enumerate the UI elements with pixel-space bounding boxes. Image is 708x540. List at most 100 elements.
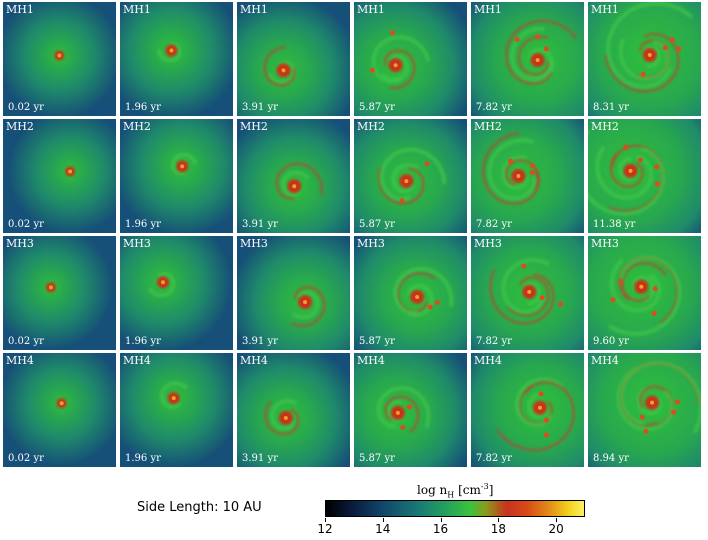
colorbar-title-sup: -3 [480, 482, 489, 491]
panel-halo-label: MH2 [123, 120, 151, 133]
panel-halo-label: MH2 [591, 120, 619, 133]
spiral-filament [170, 152, 198, 176]
core-peak [57, 53, 62, 58]
panel-time-label: 11.38 yr [593, 219, 636, 230]
panel-halo-label: MH1 [357, 3, 385, 16]
spiral-filament [384, 395, 420, 434]
density-map-image [237, 2, 350, 116]
core-peak [535, 58, 540, 63]
fragment-clump [400, 424, 406, 430]
spiral-filament [391, 163, 420, 194]
colorbar-title-unit: [cm [454, 483, 481, 497]
colorbar-tick [556, 518, 558, 522]
gas-density-background [3, 236, 116, 350]
fragment-clump [434, 300, 440, 306]
sim-panel-r3-c5: MH4 8.94 yr [588, 353, 701, 467]
panel-halo-label: MH3 [123, 237, 151, 250]
panel-time-label: 1.96 yr [125, 219, 161, 230]
gas-density-background [588, 236, 701, 350]
fragment-clump [369, 67, 375, 73]
core-peak [180, 164, 185, 169]
sim-panel-r1-c0: MH2 0.02 yr [3, 119, 116, 233]
panel-time-label: 0.02 yr [8, 219, 44, 230]
density-map-image [471, 236, 584, 350]
colorbar-tick-label: 12 [317, 522, 333, 536]
sim-panel-r0-c4: MH1 7.82 yr [471, 2, 584, 116]
spiral-filament [604, 32, 680, 93]
fragment-clump [538, 391, 544, 397]
fragment-clump [652, 286, 658, 292]
fragment-clump [508, 158, 513, 164]
sim-panel-r3-c0: MH4 0.02 yr [3, 353, 116, 467]
density-map-image [588, 353, 701, 467]
density-map-image [354, 2, 467, 116]
panel-halo-label: MH4 [240, 354, 268, 367]
panel-halo-label: MH2 [6, 120, 34, 133]
spiral-filament [159, 381, 189, 409]
fragment-clump [399, 198, 405, 204]
sim-panel-r0-c3: MH1 5.87 yr [354, 2, 467, 116]
gas-density-background [588, 119, 701, 233]
fragment-clump [640, 71, 646, 77]
panel-halo-label: MH2 [240, 120, 268, 133]
fragment-clump [427, 304, 433, 310]
density-map-image [120, 2, 233, 116]
sim-panel-r2-c2: MH3 3.91 yr [237, 236, 350, 350]
core-peak [650, 400, 655, 405]
fragment-clump [424, 161, 430, 167]
fragment-clump [654, 164, 660, 170]
fragment-clump [675, 399, 680, 405]
fragment-clump [654, 181, 660, 187]
gas-density-background [120, 353, 233, 467]
colorbar: log nH [cm-3] 12 14 16 18 20 [317, 480, 585, 536]
core-peak [404, 179, 409, 184]
colorbar-tick [498, 518, 500, 522]
density-map-image [3, 353, 116, 467]
density-map-image [3, 236, 116, 350]
density-map-image [120, 236, 233, 350]
density-map-image [237, 119, 350, 233]
spiral-filament [595, 145, 654, 200]
panel-time-label: 1.96 yr [125, 102, 161, 113]
sim-panel-r1-c2: MH2 3.91 yr [237, 119, 350, 233]
sim-panel-r0-c0: MH1 0.02 yr [3, 2, 116, 116]
fragment-clump [643, 428, 649, 434]
spiral-filament [275, 162, 323, 200]
sim-panel-r1-c1: MH2 1.96 yr [120, 119, 233, 233]
panel-halo-label: MH3 [591, 237, 619, 250]
spiral-filament [507, 276, 550, 317]
core-peak [283, 415, 288, 420]
core-peak [68, 169, 73, 174]
fragment-clump [521, 263, 527, 269]
colorbar-tick [325, 518, 326, 522]
spiral-filament [609, 153, 644, 188]
spiral-filament [376, 386, 431, 429]
spiral-filament [407, 283, 434, 317]
panel-halo-label: MH1 [6, 3, 34, 16]
panel-time-label: 3.91 yr [242, 102, 278, 113]
fragment-clump [530, 163, 536, 169]
panel-time-label: 9.60 yr [593, 336, 629, 347]
spiral-filament [515, 377, 564, 428]
fragment-clump [543, 46, 549, 52]
fragment-clump [539, 295, 545, 301]
core-peak [639, 284, 644, 289]
density-map-image [354, 353, 467, 467]
panel-halo-label: MH4 [357, 354, 385, 367]
colorbar-tick-label: 14 [375, 522, 391, 536]
panel-halo-label: MH1 [591, 3, 619, 16]
panel-time-label: 3.91 yr [242, 453, 278, 464]
colorbar-title-end: ] [488, 483, 494, 497]
side-length-label: Side Length: 10 AU [137, 500, 262, 515]
fragment-clump [390, 30, 395, 36]
fragment-clump [558, 301, 564, 307]
sim-panel-r3-c4: MH4 7.82 yr [471, 353, 584, 467]
density-map-image [120, 119, 233, 233]
panel-time-label: 7.82 yr [476, 453, 512, 464]
fragment-clump [610, 297, 616, 303]
fragment-clump [529, 170, 535, 176]
colorbar-tick [440, 518, 442, 522]
sim-panel-r1-c4: MH2 7.82 yr [471, 119, 584, 233]
spiral-filament [510, 26, 555, 83]
colorbar-gradient [325, 500, 585, 517]
